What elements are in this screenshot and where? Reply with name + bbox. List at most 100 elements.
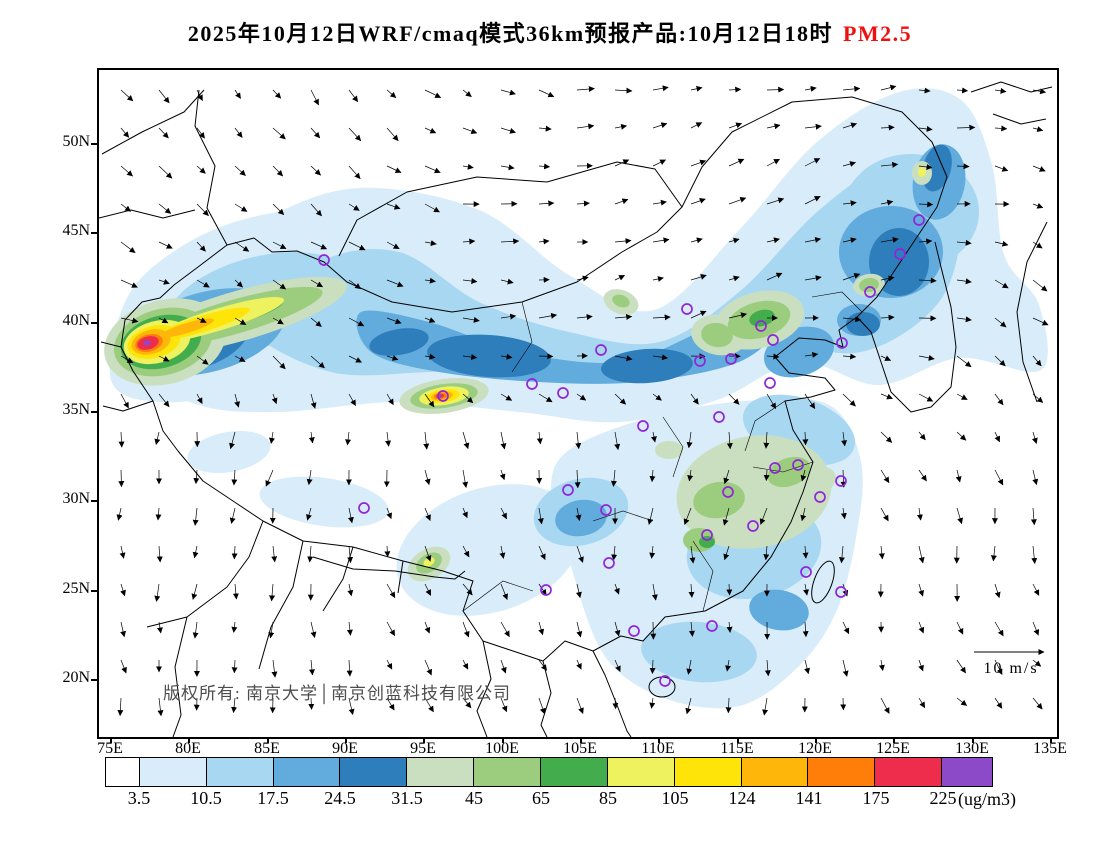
wind-arrow [576, 123, 595, 130]
wind-arrow [462, 469, 469, 488]
wind-arrow [196, 355, 209, 365]
wind-arrow [994, 240, 1009, 247]
wind-arrow [158, 203, 172, 214]
wind-arrow [576, 200, 590, 207]
wind-arrow [386, 393, 394, 406]
station-marker [562, 484, 574, 496]
colorbar-unit: (ug/m3) [958, 789, 1016, 809]
wind-arrow [576, 275, 589, 282]
border-line [970, 81, 1053, 93]
colorbar-tick-label: 85 [599, 788, 617, 808]
wind-arrow [842, 85, 861, 92]
colorbar-tick-label: 24.5 [324, 788, 356, 808]
wind-arrow [614, 583, 620, 595]
border-line [98, 209, 196, 219]
province-line [511, 301, 533, 373]
wind-arrow [652, 354, 668, 361]
wind-reference-label: 10 m/s [983, 660, 1039, 677]
wind-arrow [538, 238, 550, 245]
wind-arrow [690, 310, 707, 319]
wind-arrow [576, 545, 584, 563]
pm25-region [701, 322, 733, 348]
border-line [476, 640, 492, 738]
lat-label: 35N [62, 401, 90, 418]
wind-arrow [842, 161, 856, 167]
border-line [397, 560, 404, 594]
wind-arrow [842, 353, 857, 360]
wind-arrow [538, 659, 547, 671]
wind-arrow [386, 165, 402, 173]
wind-arrow [614, 431, 621, 451]
wind-arrow [690, 159, 707, 167]
border-line [338, 161, 683, 257]
wind-arrow [763, 431, 770, 449]
wind-arrow [956, 697, 968, 706]
wind-arrow [840, 507, 847, 520]
wind-arrow [842, 273, 861, 281]
wind-arrow [536, 431, 543, 445]
lon-tick [580, 737, 582, 743]
wind-arrow [424, 659, 433, 676]
wind-arrow [804, 393, 816, 410]
wind-arrow [120, 241, 136, 254]
wind-arrow [310, 203, 322, 217]
colorbar-tick-label: 10.5 [190, 788, 222, 808]
wind-arrow [158, 89, 170, 104]
pm25-region [749, 589, 809, 631]
wind-arrow [994, 583, 1001, 599]
wind-arrow [918, 659, 924, 672]
wind-arrow [196, 165, 206, 174]
wind-arrow [614, 314, 633, 320]
pm25-region [259, 476, 389, 528]
wind-arrow [120, 279, 138, 288]
pm25-region [438, 394, 442, 398]
wind-arrow [614, 621, 621, 637]
colorbar-cell [407, 758, 475, 786]
wind-arrow [956, 621, 964, 635]
wind-arrow [500, 697, 508, 713]
wind-arrow [306, 507, 312, 521]
border-line [1016, 221, 1048, 403]
wind-arrow [308, 659, 315, 676]
wind-arrow [688, 621, 695, 637]
lat-tick [91, 232, 97, 234]
colorbar-tick-label: 225 [929, 788, 957, 808]
wind-arrow [918, 545, 925, 564]
province-line [692, 540, 714, 612]
wind-arrow [386, 89, 397, 99]
wind-arrow [652, 237, 670, 244]
wind-arrow [802, 545, 809, 559]
lon-label: 110E [641, 740, 675, 757]
lon-tick [345, 737, 347, 743]
wind-arrow [1032, 317, 1049, 326]
wind-arrow [918, 125, 933, 132]
lon-label: 105E [563, 740, 597, 757]
wind-arrow [348, 165, 361, 180]
wind-arrow [956, 431, 967, 441]
wind-arrow [538, 163, 551, 170]
wind-arrow [120, 583, 126, 597]
wind-arrow [690, 122, 703, 129]
wind-arrow [158, 317, 169, 324]
station-marker [681, 303, 693, 315]
wind-arrow [310, 127, 321, 139]
province-line [462, 580, 534, 612]
wind-arrow [766, 272, 783, 281]
wind-arrow [386, 355, 399, 361]
wind-arrow [918, 277, 937, 284]
wind-arrow [538, 583, 547, 596]
wind-arrow [500, 89, 516, 96]
wind-arrow [310, 355, 325, 369]
wind-arrow [918, 583, 925, 597]
pm25-region [143, 340, 151, 346]
wind-arrow [386, 697, 395, 711]
wind-arrow [348, 203, 360, 211]
wind-arrow [462, 127, 478, 135]
wind-arrow [804, 158, 821, 167]
wind-arrow [728, 393, 740, 405]
colorbar-tick-label: 3.5 [127, 788, 151, 808]
wind-arrow [234, 355, 246, 362]
wind-arrow [994, 125, 1008, 132]
station-marker [526, 378, 538, 390]
wind-arrow [232, 583, 239, 600]
